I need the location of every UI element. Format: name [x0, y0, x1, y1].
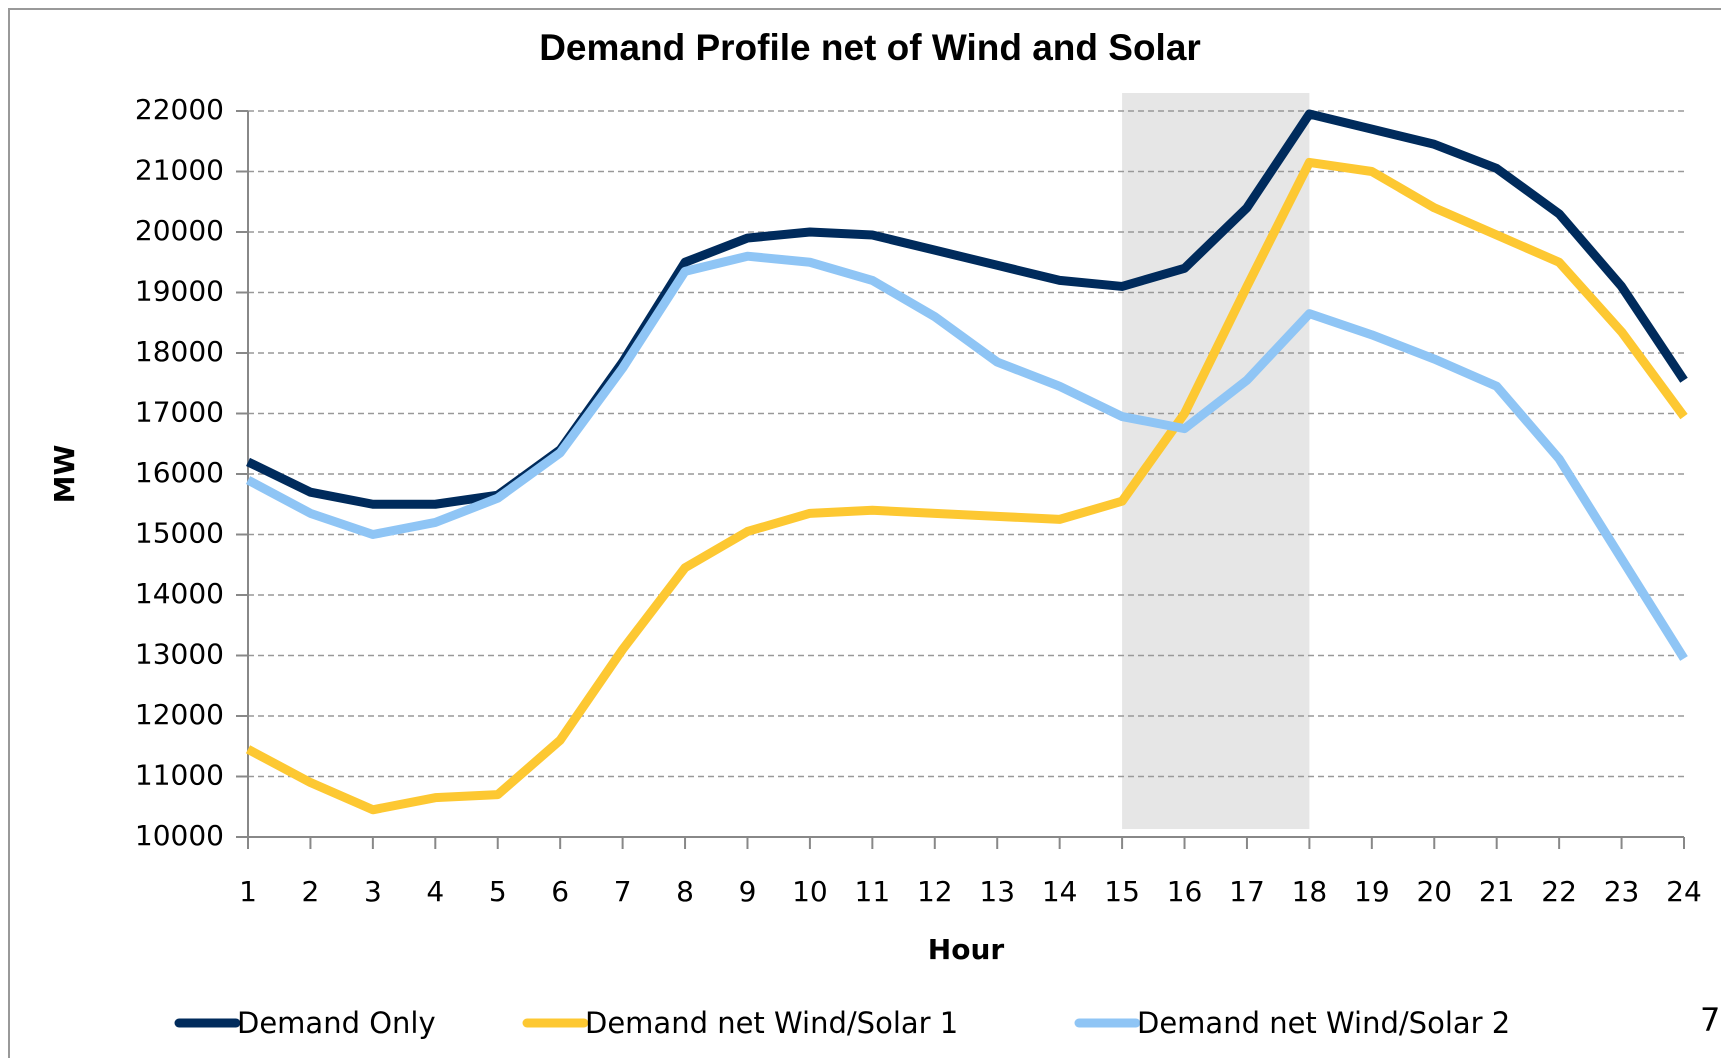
- y-tick-label: 20000: [135, 214, 224, 247]
- x-tick-label: 24: [1666, 875, 1702, 908]
- y-tick-label: 14000: [135, 577, 224, 610]
- background-layer: [248, 93, 1684, 829]
- x-tick-label: 18: [1292, 875, 1328, 908]
- x-tick-label: 16: [1167, 875, 1203, 908]
- y-tick-label: 18000: [135, 335, 224, 368]
- legend-label: Demand Only: [237, 1006, 436, 1040]
- x-tick-label: 3: [364, 875, 382, 908]
- x-tick-label: 8: [676, 875, 694, 908]
- x-tick-label: 6: [551, 875, 569, 908]
- page-number: 7: [1700, 1001, 1720, 1039]
- legend-label: Demand net Wind/Solar 1: [585, 1006, 958, 1040]
- chart-title: Demand Profile net of Wind and Solar: [539, 27, 1201, 68]
- x-tick-label: 11: [855, 875, 891, 908]
- series-line: [246, 109, 1688, 509]
- y-axis-label: MW: [48, 445, 81, 504]
- x-tick-label: 14: [1042, 875, 1078, 908]
- x-tick-label: 5: [489, 875, 507, 908]
- x-tick-label: 13: [979, 875, 1015, 908]
- x-tick-label: 20: [1416, 875, 1452, 908]
- x-tick-label: 19: [1354, 875, 1390, 908]
- series-line: [245, 251, 1688, 661]
- x-tick-label: 2: [302, 875, 320, 908]
- x-tick-label: 9: [739, 875, 757, 908]
- y-tick-label: 16000: [135, 456, 224, 489]
- x-tick-label: 4: [426, 875, 444, 908]
- y-tick-label: 15000: [135, 517, 224, 550]
- x-tick-label: 1: [239, 875, 257, 908]
- legend-label: Demand net Wind/Solar 2: [1137, 1006, 1510, 1040]
- y-tick-label: 11000: [135, 759, 224, 792]
- x-tick-label: 21: [1479, 875, 1515, 908]
- chart-frame: [8, 8, 1721, 1058]
- x-tick-label: 15: [1104, 875, 1140, 908]
- series-line: [245, 157, 1688, 815]
- y-tick-label: 17000: [135, 396, 224, 429]
- x-tick-label: 10: [792, 875, 828, 908]
- x-tick-label: 22: [1541, 875, 1577, 908]
- y-tick-label: 22000: [135, 93, 224, 126]
- x-axis-label: Hour: [928, 933, 1005, 966]
- y-tick-label: 12000: [135, 698, 224, 731]
- x-tick-label: 7: [614, 875, 632, 908]
- x-tick-label: 12: [917, 875, 953, 908]
- y-tick-label: 19000: [135, 275, 224, 308]
- y-tick-label: 21000: [135, 154, 224, 187]
- x-tick-label: 23: [1604, 875, 1640, 908]
- x-tick-label: 17: [1229, 875, 1265, 908]
- y-tick-label: 10000: [135, 819, 224, 852]
- y-tick-label: 13000: [135, 638, 224, 671]
